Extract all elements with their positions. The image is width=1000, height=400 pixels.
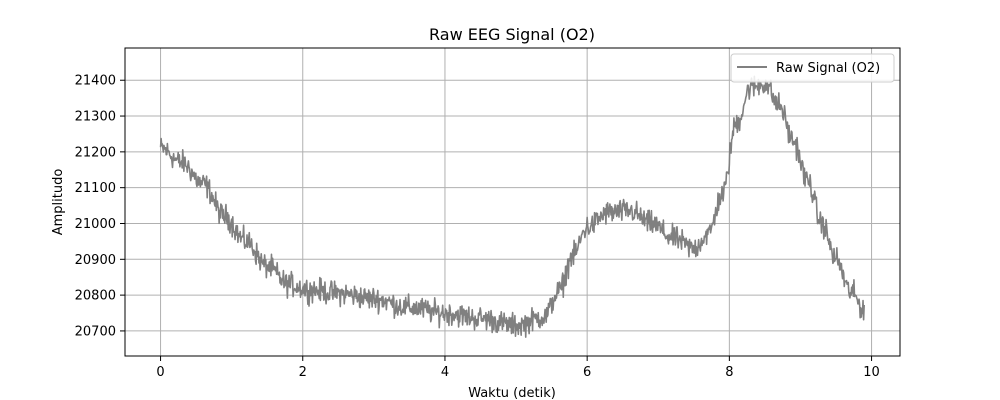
plot-frame	[124, 47, 901, 357]
y-tick-label: 21300	[75, 110, 116, 125]
y-axis-label: Amplitudo	[51, 169, 66, 236]
x-tick-label: 10	[863, 365, 880, 380]
chart-title: Raw EEG Signal (O2)	[429, 25, 595, 44]
y-tick-label: 21200	[75, 145, 116, 160]
x-tick-label: 0	[156, 365, 164, 380]
y-tick-label: 20700	[75, 324, 116, 339]
grid-lines	[125, 48, 900, 356]
x-tick-label: 8	[725, 365, 733, 380]
x-tick-label: 4	[441, 365, 449, 380]
y-tick-label: 20800	[75, 289, 116, 304]
y-tick-label: 21100	[75, 181, 116, 196]
y-tick-label: 20900	[75, 253, 116, 268]
y-tick-label: 21400	[75, 74, 116, 89]
y-tick-label: 21000	[75, 217, 116, 232]
x-axis-ticks: 0 2 4 6 8 10	[156, 356, 880, 380]
legend-box	[730, 53, 895, 83]
series-line	[159, 75, 865, 338]
x-tick-label: 6	[583, 365, 591, 380]
plot-area	[159, 75, 865, 338]
x-axis-label: Waktu (detik)	[468, 386, 556, 400]
legend: Raw Signal (O2)	[730, 53, 895, 83]
x-tick-label: 2	[299, 365, 307, 380]
y-axis-ticks: 20700 20800 20900 21000 21100 21200 21300 21400	[75, 74, 125, 339]
legend-entry: Raw Signal (O2)	[776, 61, 880, 76]
